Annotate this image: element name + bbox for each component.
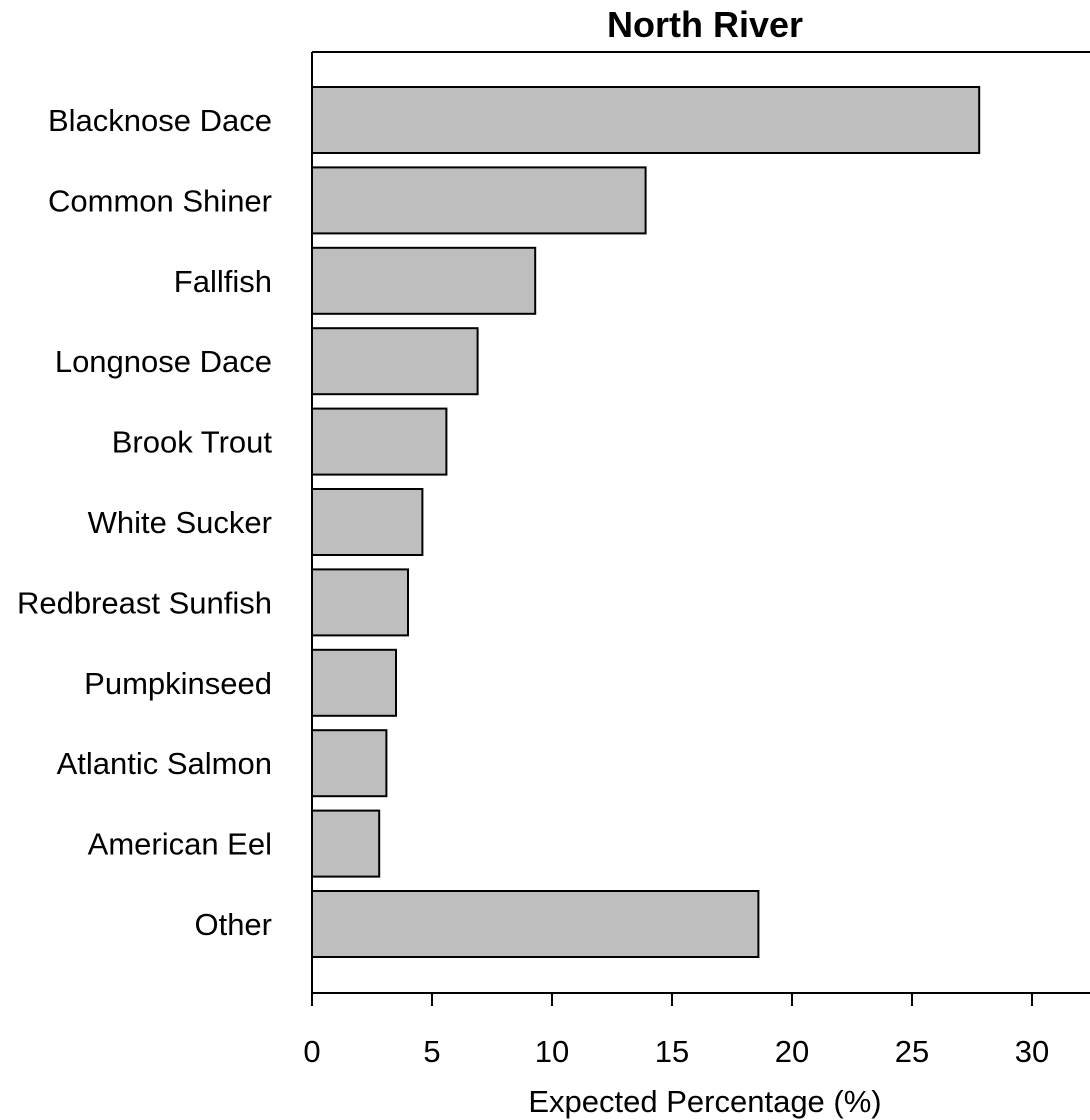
- bars-group: [311, 86, 981, 958]
- x-tick-label-0: 0: [303, 1034, 320, 1069]
- category-labels: Blacknose Dace Common Shiner Fallfish Longn…: [17, 103, 272, 942]
- x-tick-label-15: 15: [655, 1034, 689, 1069]
- bar-redbreast-sunfish: [311, 568, 409, 637]
- category-label-white-sucker: White Sucker: [88, 505, 272, 540]
- x-tick-label-20: 20: [775, 1034, 809, 1069]
- category-label-common-shiner: Common Shiner: [48, 183, 272, 218]
- x-tick-label-25: 25: [895, 1034, 929, 1069]
- x-axis: 0 5 10 15 20 25 30: [303, 993, 1049, 1069]
- category-label-american-eel: American Eel: [88, 827, 272, 862]
- category-label-blacknose-dace: Blacknose Dace: [48, 103, 272, 138]
- category-label-atlantic-salmon: Atlantic Salmon: [57, 746, 272, 781]
- bar-longnose-dace: [311, 327, 479, 396]
- category-label-longnose-dace: Longnose Dace: [55, 344, 272, 379]
- bar-fallfish: [311, 246, 537, 315]
- chart-title: North River: [607, 4, 803, 45]
- category-label-brook-trout: Brook Trout: [112, 425, 273, 460]
- category-label-pumpkinseed: Pumpkinseed: [84, 666, 272, 701]
- x-tick-label-5: 5: [423, 1034, 440, 1069]
- bar-other: [311, 890, 760, 958]
- x-axis-title: Expected Percentage (%): [528, 1084, 881, 1119]
- bar-pumpkinseed: [311, 648, 397, 717]
- category-label-redbreast-sunfish: Redbreast Sunfish: [17, 585, 272, 620]
- x-tick-label-10: 10: [535, 1034, 569, 1069]
- bar-atlantic-salmon: [311, 729, 388, 798]
- bar-common-shiner: [311, 166, 647, 235]
- bar-brook-trout: [311, 407, 448, 476]
- bar-white-sucker: [311, 488, 424, 556]
- bar-blacknose-dace: [311, 86, 981, 154]
- x-tick-label-30: 30: [1015, 1034, 1049, 1069]
- bar-american-eel: [311, 809, 381, 878]
- category-label-other: Other: [194, 907, 272, 942]
- category-label-fallfish: Fallfish: [174, 264, 272, 299]
